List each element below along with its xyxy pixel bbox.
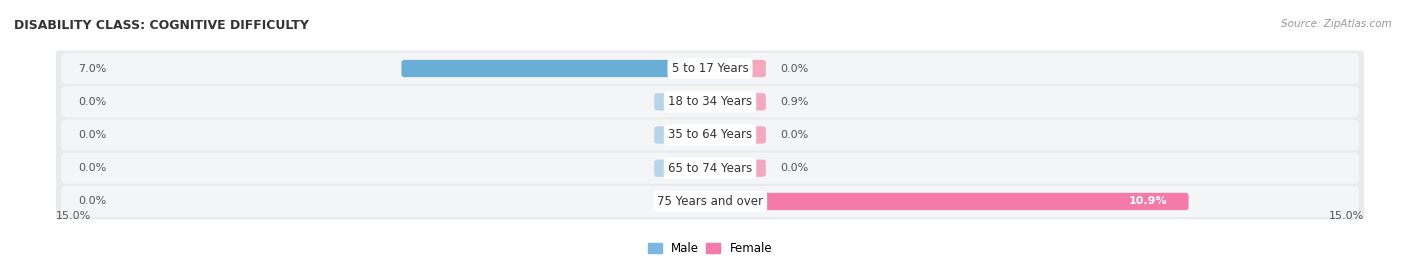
FancyBboxPatch shape — [654, 126, 713, 144]
FancyBboxPatch shape — [707, 93, 766, 110]
FancyBboxPatch shape — [60, 86, 1360, 117]
FancyBboxPatch shape — [707, 60, 766, 77]
Text: 15.0%: 15.0% — [1329, 211, 1364, 221]
FancyBboxPatch shape — [654, 193, 713, 210]
FancyBboxPatch shape — [60, 153, 1360, 184]
Text: 35 to 64 Years: 35 to 64 Years — [668, 129, 752, 141]
Text: 7.0%: 7.0% — [79, 63, 107, 73]
Text: 15.0%: 15.0% — [56, 211, 91, 221]
Text: 10.9%: 10.9% — [1129, 197, 1167, 207]
FancyBboxPatch shape — [707, 160, 766, 177]
FancyBboxPatch shape — [707, 193, 1188, 210]
FancyBboxPatch shape — [53, 50, 1367, 86]
Text: 18 to 34 Years: 18 to 34 Years — [668, 95, 752, 108]
FancyBboxPatch shape — [707, 126, 766, 144]
FancyBboxPatch shape — [654, 93, 713, 110]
Text: Source: ZipAtlas.com: Source: ZipAtlas.com — [1281, 19, 1392, 29]
FancyBboxPatch shape — [53, 150, 1367, 186]
Text: 65 to 74 Years: 65 to 74 Years — [668, 162, 752, 175]
Legend: Male, Female: Male, Female — [644, 239, 776, 259]
Text: 75 Years and over: 75 Years and over — [657, 195, 763, 208]
FancyBboxPatch shape — [654, 160, 713, 177]
Text: 0.0%: 0.0% — [79, 197, 107, 207]
Text: 0.0%: 0.0% — [79, 97, 107, 107]
Text: 0.0%: 0.0% — [79, 163, 107, 173]
Text: 0.9%: 0.9% — [780, 97, 808, 107]
Text: 0.0%: 0.0% — [780, 63, 808, 73]
FancyBboxPatch shape — [60, 53, 1360, 84]
FancyBboxPatch shape — [60, 186, 1360, 217]
Text: DISABILITY CLASS: COGNITIVE DIFFICULTY: DISABILITY CLASS: COGNITIVE DIFFICULTY — [14, 19, 309, 32]
FancyBboxPatch shape — [402, 60, 713, 77]
FancyBboxPatch shape — [53, 184, 1367, 220]
Text: 0.0%: 0.0% — [79, 130, 107, 140]
Text: 0.0%: 0.0% — [780, 163, 808, 173]
Text: 5 to 17 Years: 5 to 17 Years — [672, 62, 748, 75]
Text: 0.0%: 0.0% — [780, 130, 808, 140]
FancyBboxPatch shape — [53, 84, 1367, 120]
FancyBboxPatch shape — [53, 117, 1367, 153]
FancyBboxPatch shape — [60, 119, 1360, 151]
